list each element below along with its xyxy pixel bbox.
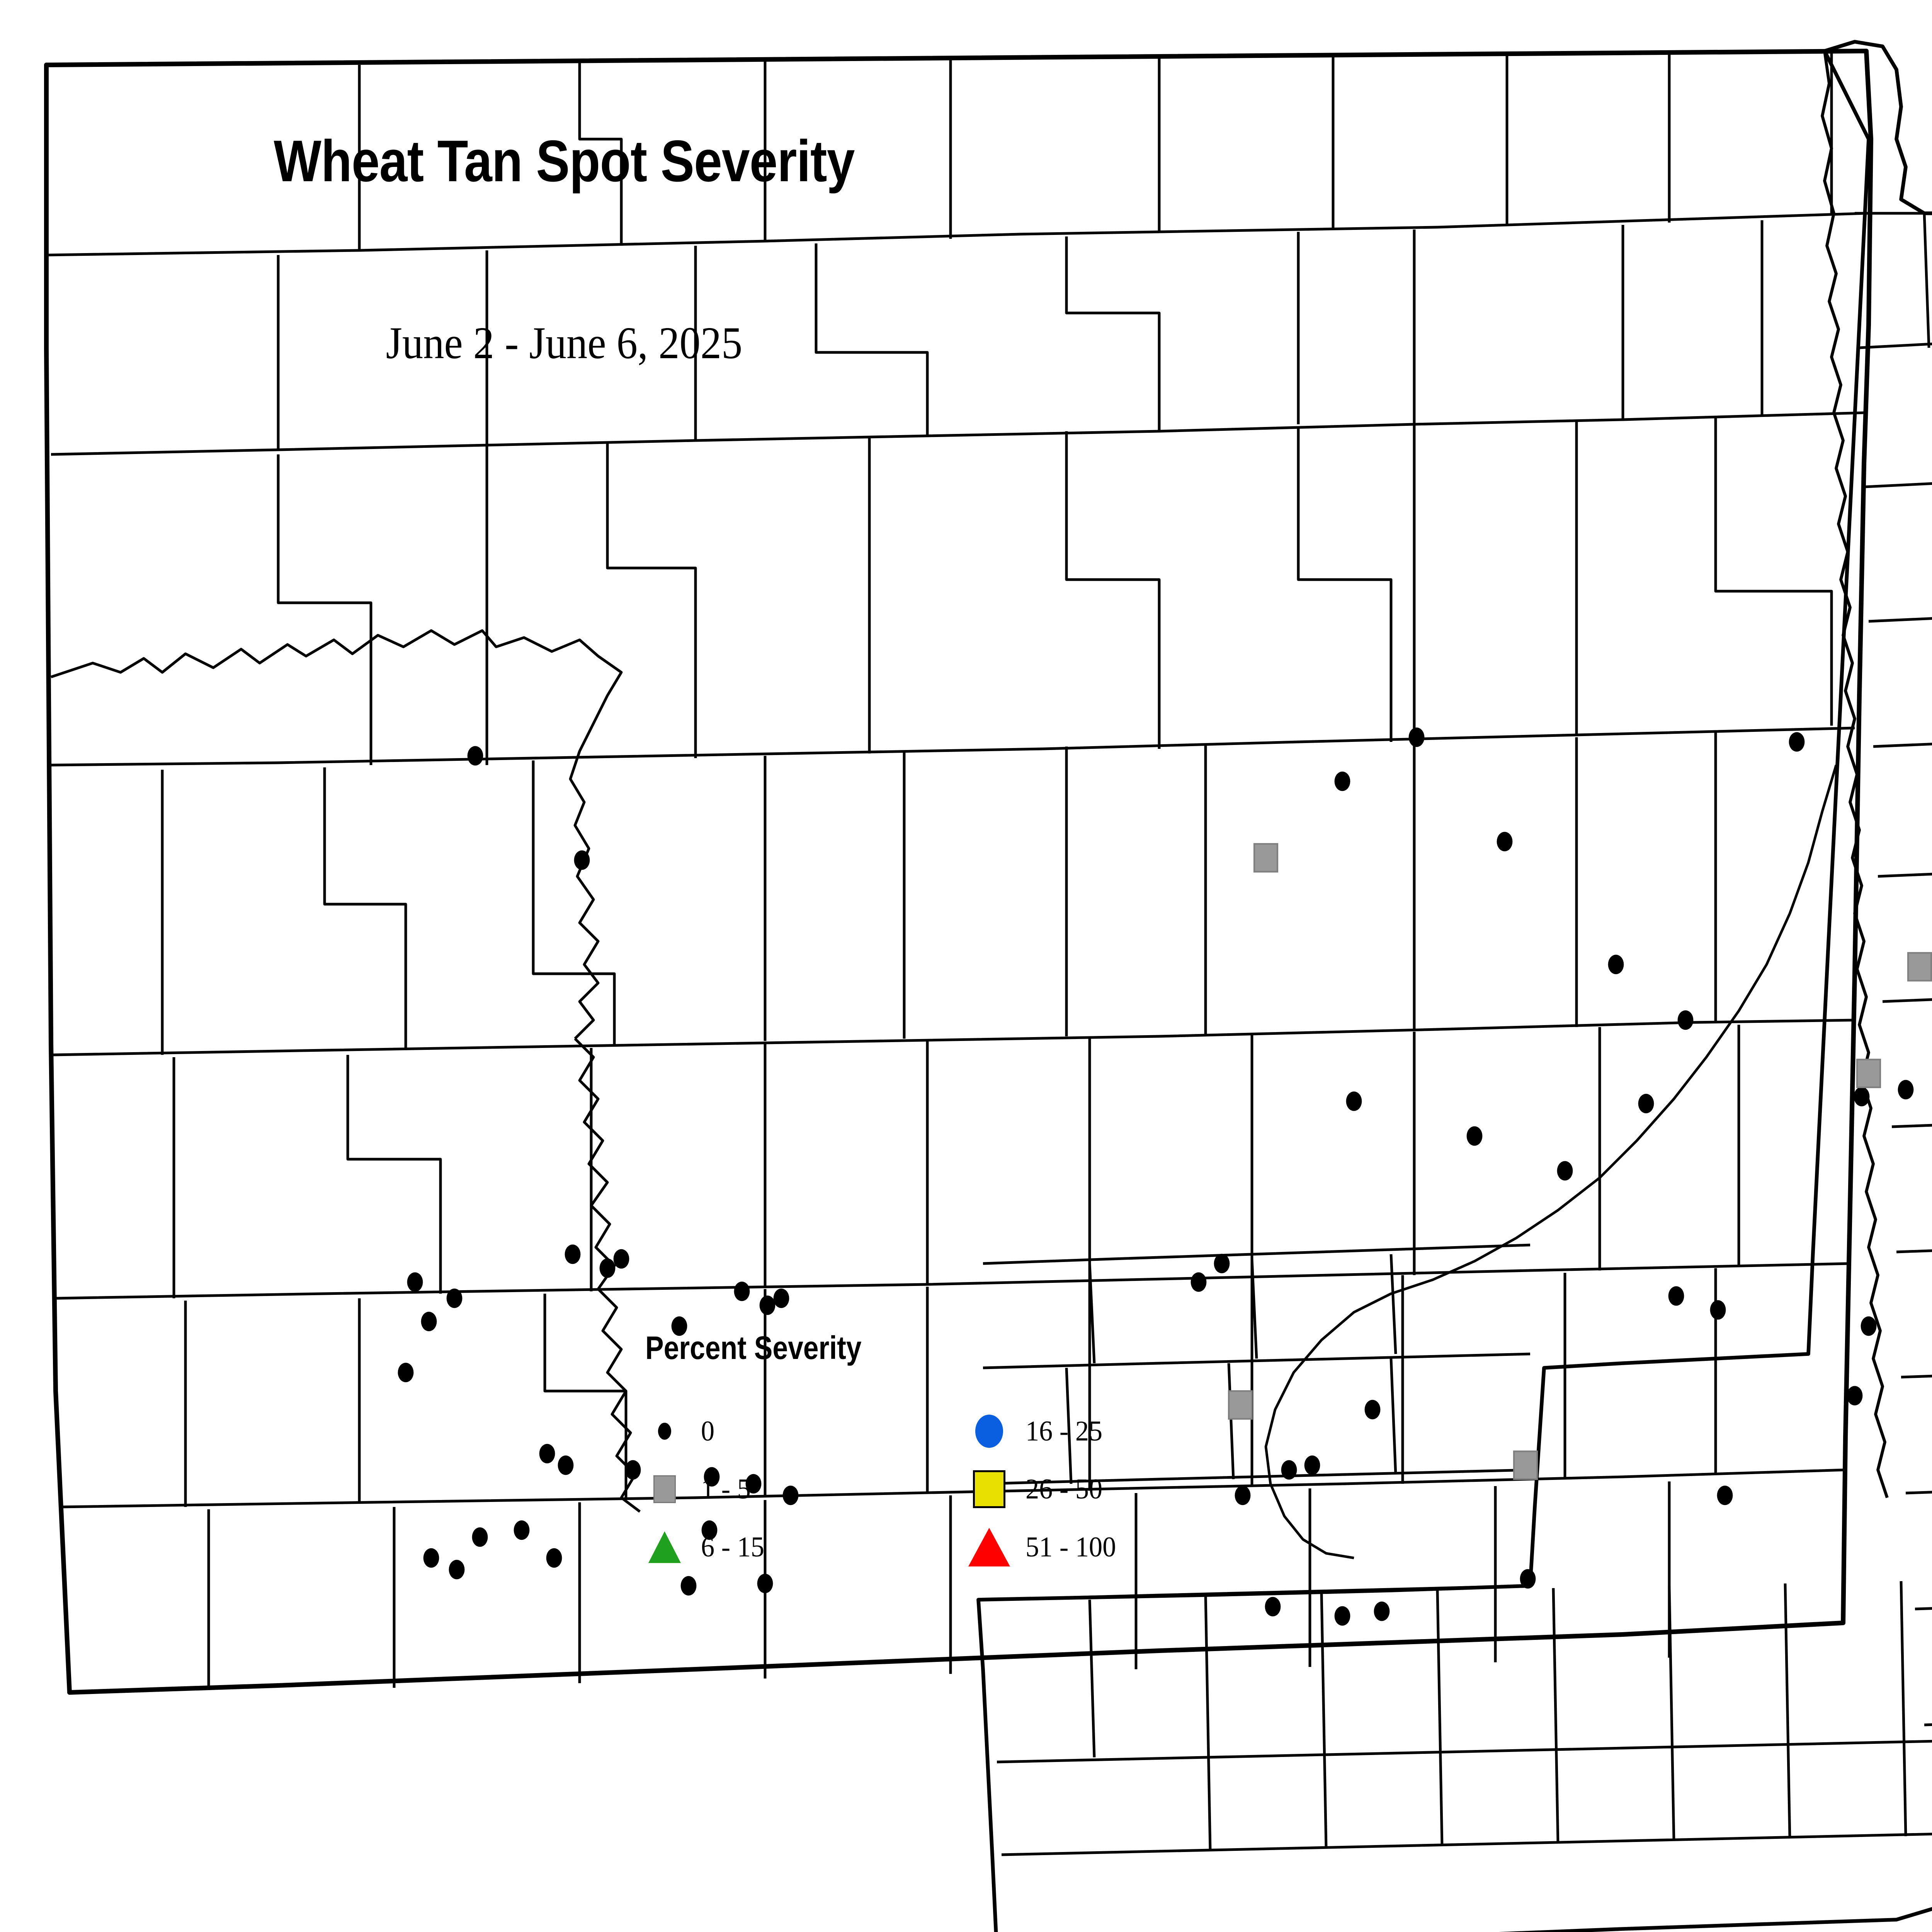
data-points-severity-1-5[interactable] xyxy=(1228,843,1932,1480)
survey-point[interactable] xyxy=(625,1460,641,1480)
legend-item-5[interactable]: 51 - 100 xyxy=(966,1528,1121,1566)
survey-point[interactable] xyxy=(1856,1058,1881,1088)
survey-point[interactable] xyxy=(423,1548,439,1568)
page-subtitle: June 2 - June 6, 2025 xyxy=(386,318,743,368)
gray-square-icon xyxy=(641,1470,688,1508)
survey-point[interactable] xyxy=(1346,1091,1362,1111)
survey-point[interactable] xyxy=(539,1444,555,1464)
survey-point[interactable] xyxy=(1847,1386,1863,1406)
legend-item-3[interactable]: 16 - 25 xyxy=(966,1412,1107,1450)
survey-point[interactable] xyxy=(671,1316,687,1336)
survey-point[interactable] xyxy=(1557,1161,1573,1181)
survey-point[interactable] xyxy=(407,1272,423,1292)
survey-point[interactable] xyxy=(1334,1606,1350,1626)
survey-point[interactable] xyxy=(1854,1087,1870,1107)
survey-point[interactable] xyxy=(1235,1485,1251,1505)
blue-circle-icon xyxy=(966,1412,1012,1450)
legend-title: Percent Severity xyxy=(645,1330,862,1366)
survey-point[interactable] xyxy=(574,850,590,870)
survey-point[interactable] xyxy=(514,1520,530,1540)
survey-point[interactable] xyxy=(1190,1272,1207,1292)
survey-point[interactable] xyxy=(1364,1400,1381,1420)
survey-point[interactable] xyxy=(565,1244,581,1264)
survey-point[interactable] xyxy=(1710,1300,1726,1320)
survey-point[interactable] xyxy=(558,1455,574,1475)
legend-item-2-label: 6 - 15 xyxy=(701,1531,765,1563)
small-black-circle-icon xyxy=(641,1412,688,1450)
green-triangle-icon xyxy=(641,1528,688,1566)
survey-point[interactable] xyxy=(734,1281,750,1301)
survey-point[interactable] xyxy=(757,1573,773,1594)
minnesota-outline xyxy=(976,40,1932,1932)
survey-point[interactable] xyxy=(467,746,483,766)
survey-point[interactable] xyxy=(1638,1094,1654,1114)
legend-item-5-label: 51 - 100 xyxy=(1026,1531,1116,1563)
survey-point[interactable] xyxy=(704,1467,720,1487)
map-boundaries xyxy=(44,40,1932,1932)
survey-point[interactable] xyxy=(759,1295,776,1315)
page-title: Wheat Tan Spot Severity xyxy=(274,128,855,194)
survey-point[interactable] xyxy=(1513,1450,1538,1480)
survey-point[interactable] xyxy=(701,1520,718,1540)
survey-point[interactable] xyxy=(472,1527,488,1547)
survey-point[interactable] xyxy=(1677,1010,1694,1030)
survey-point[interactable] xyxy=(1253,843,1279,873)
legend-item-3-label: 16 - 25 xyxy=(1026,1415,1103,1447)
survey-point[interactable] xyxy=(449,1560,465,1580)
lake-sakakawea-shape xyxy=(50,629,623,1040)
survey-point[interactable] xyxy=(1466,1126,1483,1146)
yellow-square-icon xyxy=(966,1470,1012,1508)
survey-point[interactable] xyxy=(1898,1080,1914,1100)
survey-point[interactable] xyxy=(1861,1316,1877,1336)
survey-point[interactable] xyxy=(1304,1455,1320,1475)
survey-point[interactable] xyxy=(398,1362,414,1383)
survey-point[interactable] xyxy=(745,1474,762,1494)
legend-item-0-label: 0 xyxy=(701,1415,715,1447)
survey-point[interactable] xyxy=(613,1249,629,1269)
minnesota-river xyxy=(1264,765,1838,1560)
survey-point[interactable] xyxy=(1520,1569,1536,1589)
legend-item-4[interactable]: 26 - 50 xyxy=(966,1470,1107,1508)
survey-point[interactable] xyxy=(1907,952,1932,982)
survey-point[interactable] xyxy=(421,1311,437,1332)
legend-item-1[interactable]: 1 - 5 xyxy=(641,1470,753,1508)
survey-point[interactable] xyxy=(680,1576,697,1596)
survey-point[interactable] xyxy=(446,1288,463,1308)
survey-point[interactable] xyxy=(773,1288,789,1308)
survey-point[interactable] xyxy=(782,1485,799,1505)
data-points-severity-0[interactable] xyxy=(398,727,1932,1818)
survey-point[interactable] xyxy=(1334,771,1350,791)
survey-point[interactable] xyxy=(1408,727,1425,747)
survey-point[interactable] xyxy=(1214,1253,1230,1274)
survey-point[interactable] xyxy=(546,1548,562,1568)
legend-item-0[interactable]: 0 xyxy=(641,1412,715,1450)
red-triangle-icon xyxy=(966,1528,1012,1566)
survey-point[interactable] xyxy=(1265,1597,1281,1617)
survey-point[interactable] xyxy=(1717,1485,1733,1505)
survey-point[interactable] xyxy=(1608,954,1624,975)
legend: Percent Severity 0 1 - 5 6 - 15 16 - 25 … xyxy=(641,1329,1144,1569)
survey-point[interactable] xyxy=(1668,1286,1684,1306)
survey-point[interactable] xyxy=(1281,1460,1297,1480)
survey-point[interactable] xyxy=(1789,732,1805,752)
legend-item-1-label: 1 - 5 xyxy=(701,1473,751,1505)
red-river-border xyxy=(1821,51,1889,1498)
legend-item-4-label: 26 - 50 xyxy=(1026,1473,1103,1505)
legend-item-2[interactable]: 6 - 15 xyxy=(641,1528,768,1566)
survey-point[interactable] xyxy=(1228,1390,1253,1420)
survey-point[interactable] xyxy=(599,1258,616,1278)
survey-point[interactable] xyxy=(1497,832,1513,852)
survey-point[interactable] xyxy=(1374,1601,1390,1621)
